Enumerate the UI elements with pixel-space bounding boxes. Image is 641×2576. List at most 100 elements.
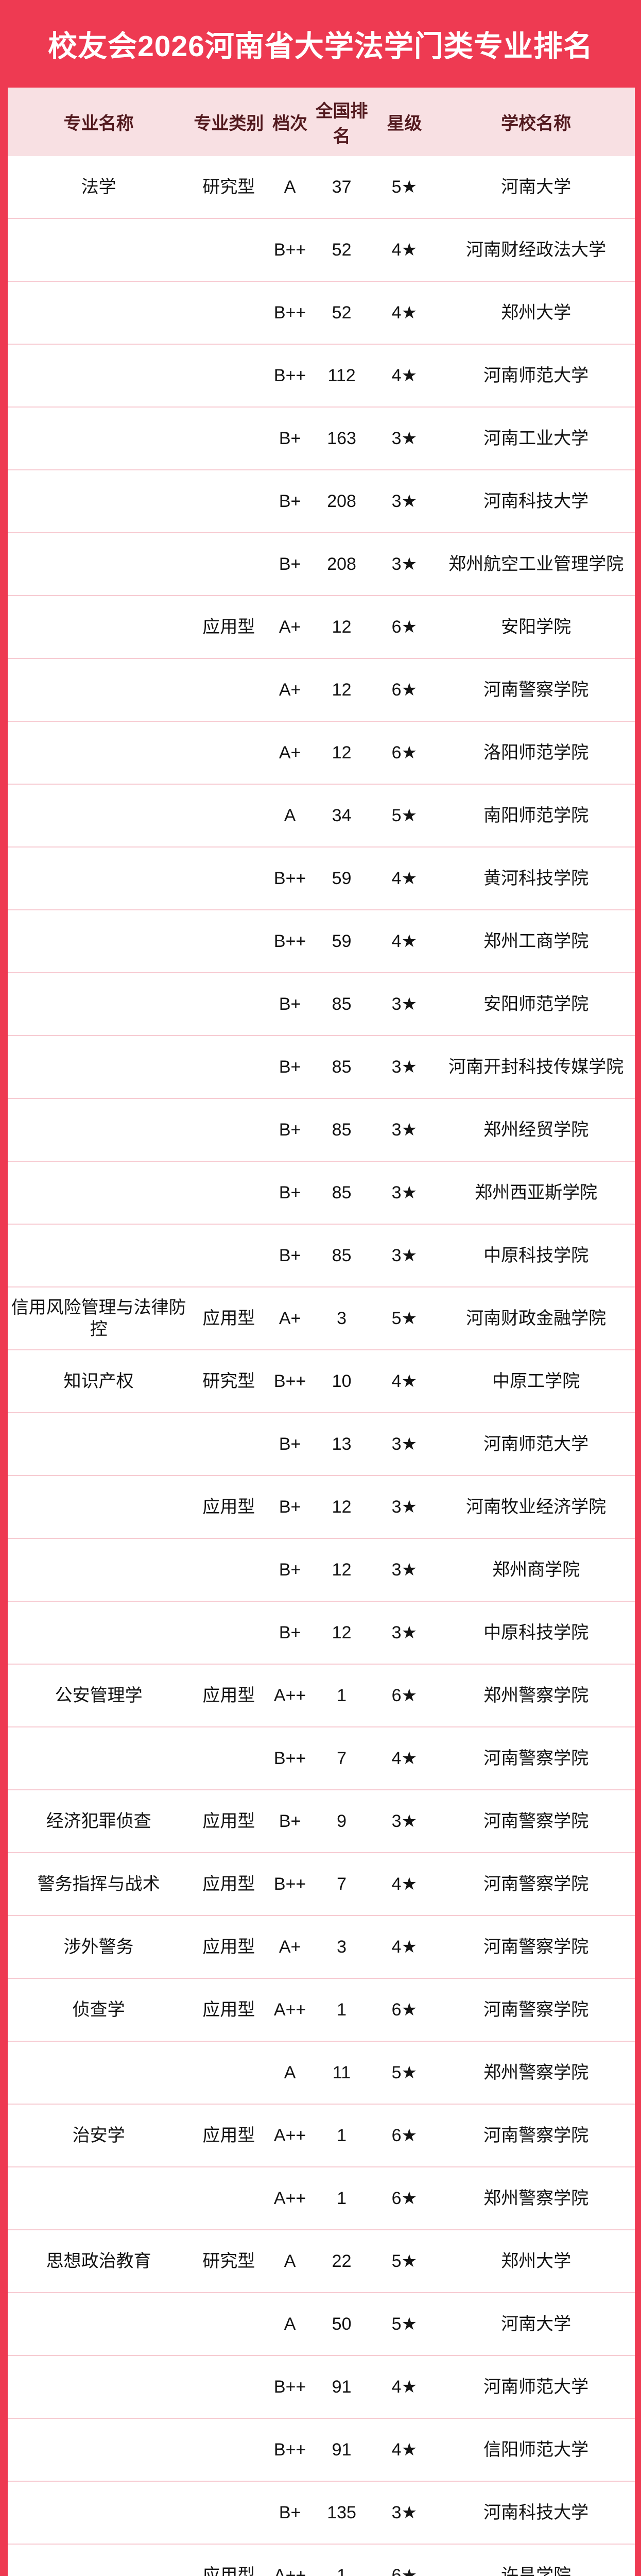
school-name-cell: 安阳师范学院	[437, 972, 635, 1036]
ranking-table-container: 专业名称 专业类别 档次 全国排名 星级 学校名称 法学 研究型 A 37 5★ 河南大学…	[8, 88, 635, 2576]
table-row: B+ 85 3★ 郑州西亚斯学院	[8, 1161, 635, 1224]
school-name-cell: 河南师范大学	[437, 2355, 635, 2418]
col-header-major-type: 专业类别	[189, 88, 268, 156]
major-name-cell	[8, 1098, 190, 1161]
major-name-cell	[8, 846, 190, 910]
grade-cell: B++	[268, 1852, 312, 1916]
major-name-cell	[8, 1035, 190, 1098]
table-header-row: 专业名称 专业类别 档次 全国排名 星级 学校名称	[8, 88, 635, 156]
table-row: A+ 12 6★ 河南警察学院	[8, 658, 635, 721]
major-name-cell: 公安管理学	[8, 1664, 190, 1727]
national-rank-cell: 1	[311, 2544, 372, 2576]
school-name-cell: 南阳师范学院	[437, 784, 635, 847]
major-type-cell	[189, 1726, 268, 1790]
grade-cell: A++	[268, 1978, 312, 2041]
table-row: 应用型 A++ 1 6★ 许昌学院	[8, 2544, 635, 2576]
table-row: B+ 85 3★ 安阳师范学院	[8, 972, 635, 1036]
star-level-cell: 5★	[371, 784, 438, 847]
school-name-cell: 河南警察学院	[437, 1915, 635, 1978]
major-name-cell: 警务指挥与战术	[8, 1852, 190, 1916]
star-level-cell: 4★	[371, 281, 438, 344]
col-header-national-rank: 全国排名	[311, 88, 372, 156]
major-type-cell: 应用型	[189, 1915, 268, 1978]
major-type-cell	[189, 1224, 268, 1287]
star-level-cell: 3★	[371, 1035, 438, 1098]
table-row: A+ 12 6★ 洛阳师范学院	[8, 721, 635, 784]
grade-cell: A	[268, 2229, 312, 2293]
national-rank-cell: 85	[311, 1224, 372, 1287]
major-type-cell	[189, 1538, 268, 1601]
major-name-cell	[8, 2041, 190, 2104]
national-rank-cell: 37	[332, 177, 352, 197]
title-banner: 校友会2026河南省大学法学门类专业排名	[0, 0, 641, 88]
school-name-cell: 河南牧业经济学院	[437, 1475, 635, 1538]
major-name-cell	[8, 2355, 190, 2418]
major-type-cell	[189, 1161, 268, 1224]
school-name-cell: 河南师范大学	[437, 344, 635, 407]
school-name-cell: 河南开封科技传媒学院	[437, 1035, 635, 1098]
national-rank-cell: 12	[311, 721, 372, 784]
star-level-cell: 6★	[371, 2166, 438, 2230]
grade-cell: B+	[268, 406, 312, 470]
grade-cell: B+	[268, 1161, 312, 1224]
table-row: 应用型 A+ 12 6★ 安阳学院	[8, 595, 635, 658]
table-row: B+ 85 3★ 河南开封科技传媒学院	[8, 1035, 635, 1098]
major-type-cell	[189, 1601, 268, 1664]
national-rank-cell: 12	[311, 658, 372, 721]
grade-cell: A+	[268, 1915, 312, 1978]
major-name-cell: 经济犯罪侦查	[8, 1789, 190, 1853]
major-name-cell	[8, 1475, 190, 1538]
major-name-cell	[8, 972, 190, 1036]
table-row: B+ 85 3★ 郑州经贸学院	[8, 1098, 635, 1161]
major-name-cell	[8, 344, 190, 407]
school-name-cell: 郑州经贸学院	[437, 1098, 635, 1161]
school-name-cell: 中原科技学院	[437, 1224, 635, 1287]
table-row: 思想政治教育 研究型 A 22 5★ 郑州大学	[8, 2229, 635, 2293]
major-type-cell: 应用型	[189, 1852, 268, 1916]
star-level-cell: 5★	[371, 2041, 438, 2104]
major-type-cell: 应用型	[189, 595, 268, 658]
star-level-cell: 6★	[371, 595, 438, 658]
school-name-cell: 河南警察学院	[437, 1789, 635, 1853]
school-name-cell: 河南警察学院	[437, 1852, 635, 1916]
table-row: B++ 52 4★ 河南财经政法大学	[8, 218, 635, 281]
star-level-cell: 3★	[371, 1161, 438, 1224]
table-row: B+ 208 3★ 河南科技大学	[8, 469, 635, 533]
star-level-cell: 3★	[371, 469, 438, 533]
grade-cell: A	[268, 2041, 312, 2104]
school-name-cell: 河南警察学院	[437, 1978, 635, 2041]
major-type-cell: 应用型	[189, 1978, 268, 2041]
national-rank-cell: 22	[311, 2229, 372, 2293]
table-row: B+ 163 3★ 河南工业大学	[8, 406, 635, 470]
national-rank-cell: 208	[311, 469, 372, 533]
grade-cell: A++	[268, 2104, 312, 2167]
major-type-cell	[189, 721, 268, 784]
star-level-cell: 3★	[371, 1601, 438, 1664]
star-level-cell: 3★	[371, 406, 438, 470]
major-name-cell	[8, 2418, 190, 2481]
major-type-cell	[189, 2166, 268, 2230]
grade-cell: B++	[268, 281, 312, 344]
grade-cell: B+	[268, 1475, 312, 1538]
major-name-cell	[8, 909, 190, 973]
grade-cell: B++	[268, 1726, 312, 1790]
grade-cell: A	[268, 784, 312, 847]
grade-cell: A	[284, 177, 296, 197]
major-name-cell	[8, 469, 190, 533]
national-rank-cell: 85	[311, 1098, 372, 1161]
grade-cell: A+	[268, 658, 312, 721]
grade-cell: B+	[268, 532, 312, 596]
star-level-cell: 5★	[371, 1286, 438, 1350]
table-row: A 50 5★ 河南大学	[8, 2292, 635, 2355]
grade-cell: A+	[268, 595, 312, 658]
national-rank-cell: 208	[311, 532, 372, 596]
grade-cell: A+	[268, 721, 312, 784]
grade-cell: B+	[268, 1098, 312, 1161]
col-header-grade: 档次	[268, 88, 312, 156]
grade-cell: A++	[268, 1664, 312, 1727]
school-name-cell: 郑州警察学院	[437, 2166, 635, 2230]
major-type-cell	[189, 2418, 268, 2481]
major-type-cell	[189, 658, 268, 721]
major-name-cell	[8, 1601, 190, 1664]
